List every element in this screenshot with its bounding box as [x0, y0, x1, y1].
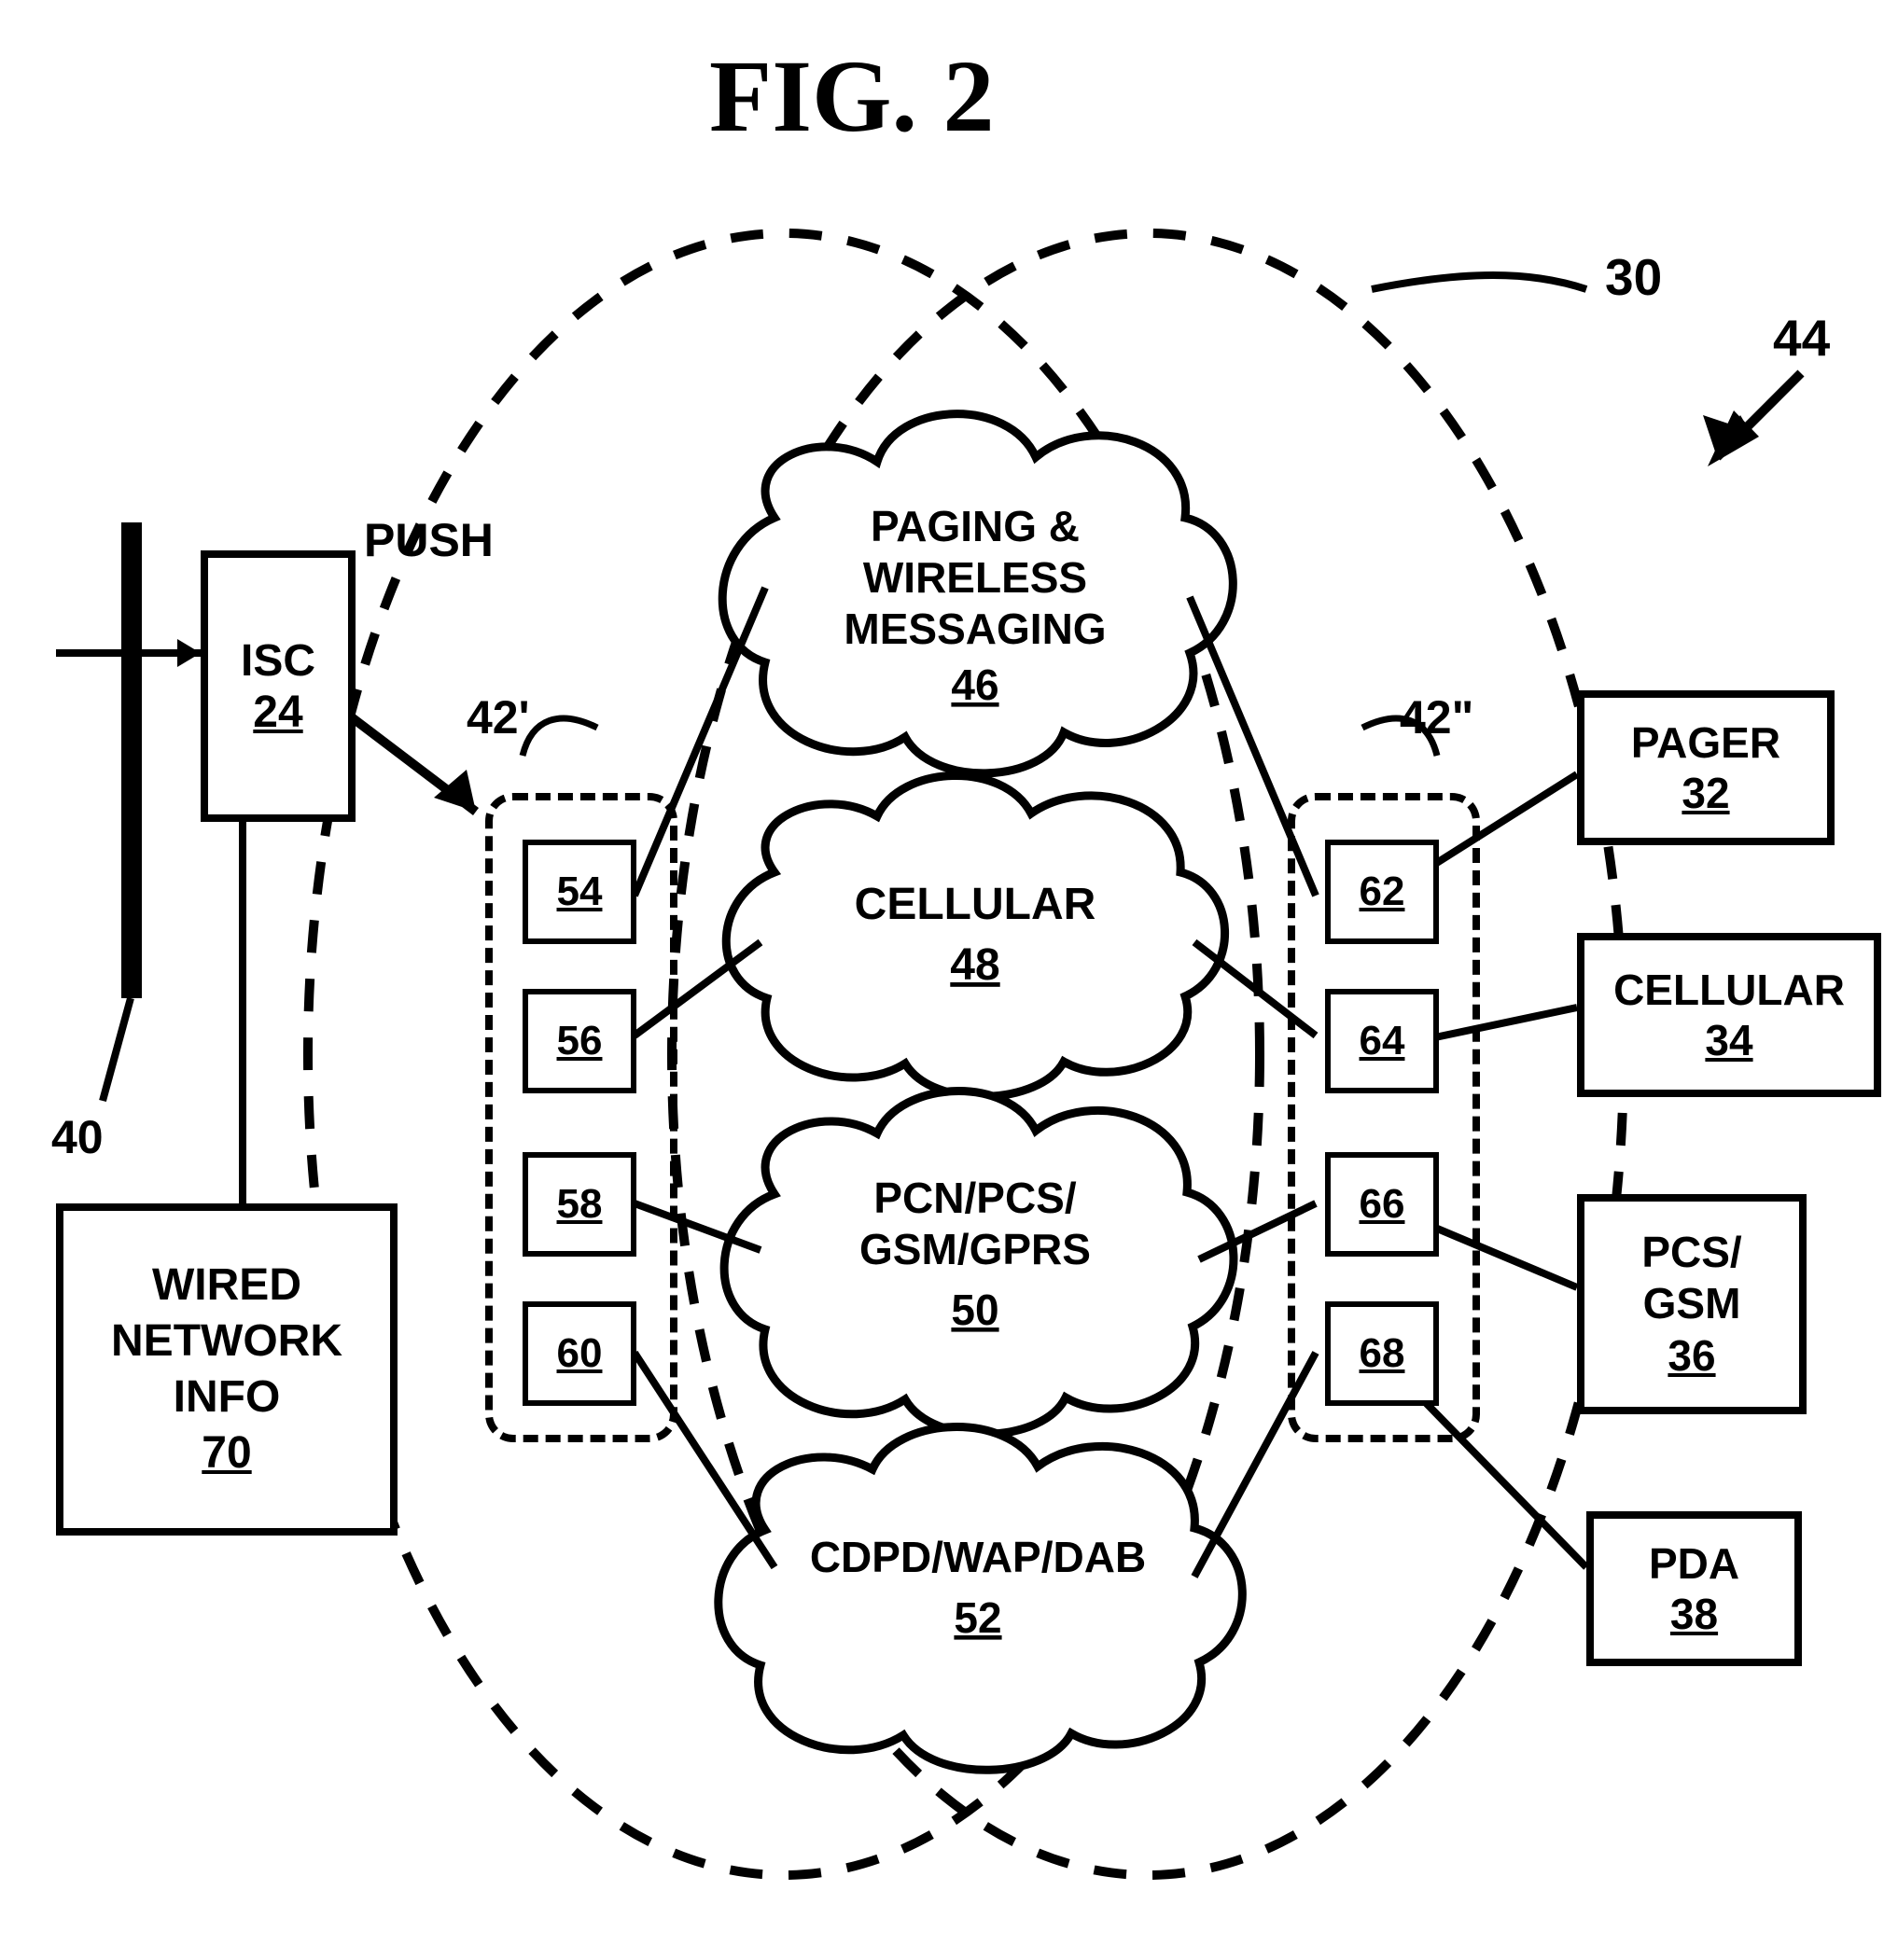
diagram-canvas: FIG. 2 — [0, 0, 1884, 1960]
svg-text:52: 52 — [954, 1593, 1001, 1642]
isc-name: ISC — [241, 635, 315, 687]
svg-text:CELLULAR: CELLULAR — [855, 880, 1096, 929]
svg-text:PAGING &: PAGING & — [871, 502, 1080, 550]
pager-name: PAGER — [1631, 717, 1780, 768]
leader-40 — [103, 998, 131, 1101]
svg-text:CDPD/WAP/DAB: CDPD/WAP/DAB — [810, 1533, 1146, 1581]
left-lobe — [308, 233, 1260, 1875]
leader-30 — [1372, 275, 1586, 289]
pcs-num: 36 — [1668, 1330, 1715, 1382]
ref-42b: 42" — [1400, 690, 1473, 744]
pcs-line2: GSM — [1643, 1278, 1741, 1329]
push-label: PUSH — [364, 513, 494, 567]
antenna-icon — [56, 522, 201, 998]
wired-num: 70 — [202, 1425, 251, 1481]
cloud-cellular: CELLULAR 48 — [726, 775, 1224, 1096]
wired-box: WIRED NETWORK INFO 70 — [56, 1203, 398, 1536]
pager-num: 32 — [1682, 768, 1729, 818]
box-60-num: 60 — [557, 1330, 603, 1377]
arrow-44 — [1703, 373, 1801, 466]
box-62: 62 — [1325, 840, 1439, 944]
box-60: 60 — [523, 1301, 636, 1406]
cloud-paging: PAGING & WIRELESS MESSAGING 46 — [722, 414, 1233, 773]
ref-42a: 42' — [467, 690, 530, 744]
pda-name: PDA — [1649, 1538, 1739, 1589]
box-56: 56 — [523, 989, 636, 1093]
box-58-num: 58 — [557, 1181, 603, 1228]
ref-44: 44 — [1773, 308, 1830, 368]
box-66: 66 — [1325, 1152, 1439, 1257]
pda-box: PDA 38 — [1586, 1511, 1802, 1666]
isc-num: 24 — [253, 687, 302, 738]
cellular-dev-num: 34 — [1705, 1015, 1752, 1065]
svg-text:GSM/GPRS: GSM/GPRS — [859, 1225, 1091, 1273]
isc-box: ISC 24 — [201, 550, 356, 822]
box-56-num: 56 — [557, 1018, 603, 1064]
pcs-line1: PCS/ — [1641, 1227, 1741, 1278]
box-68-num: 68 — [1360, 1330, 1405, 1377]
box-58: 58 — [523, 1152, 636, 1257]
box-54-num: 54 — [557, 869, 603, 915]
cellular-dev-name: CELLULAR — [1613, 965, 1845, 1015]
pda-num: 38 — [1670, 1589, 1718, 1639]
wired-line1: WIRED — [152, 1258, 301, 1314]
box-64-num: 64 — [1360, 1018, 1405, 1064]
right-lobe — [672, 233, 1624, 1875]
box-64: 64 — [1325, 989, 1439, 1093]
cloud-pcn: PCN/PCS/ GSM/GPRS 50 — [724, 1091, 1234, 1435]
cloud-cdpd: CDPD/WAP/DAB 52 — [719, 1427, 1243, 1771]
leader-42a — [523, 718, 597, 756]
svg-text:WIRELESS: WIRELESS — [863, 553, 1087, 602]
arrow-isc-push — [341, 709, 476, 812]
svg-text:46: 46 — [951, 660, 998, 709]
cellular-device-box: CELLULAR 34 — [1577, 933, 1881, 1097]
wired-line2: NETWORK — [111, 1314, 342, 1369]
svg-text:PCN/PCS/: PCN/PCS/ — [873, 1174, 1076, 1222]
ref-30: 30 — [1605, 247, 1662, 307]
pager-box: PAGER 32 — [1577, 690, 1835, 845]
svg-text:50: 50 — [951, 1286, 998, 1334]
ref-40: 40 — [51, 1110, 104, 1164]
box-66-num: 66 — [1360, 1181, 1405, 1228]
box-68: 68 — [1325, 1301, 1439, 1406]
wired-line3: INFO — [174, 1369, 281, 1425]
pcs-gsm-box: PCS/ GSM 36 — [1577, 1194, 1807, 1414]
box-54: 54 — [523, 840, 636, 944]
svg-text:MESSAGING: MESSAGING — [844, 605, 1106, 653]
svg-text:48: 48 — [950, 940, 999, 990]
box-62-num: 62 — [1360, 869, 1405, 915]
figure-title: FIG. 2 — [709, 37, 995, 156]
